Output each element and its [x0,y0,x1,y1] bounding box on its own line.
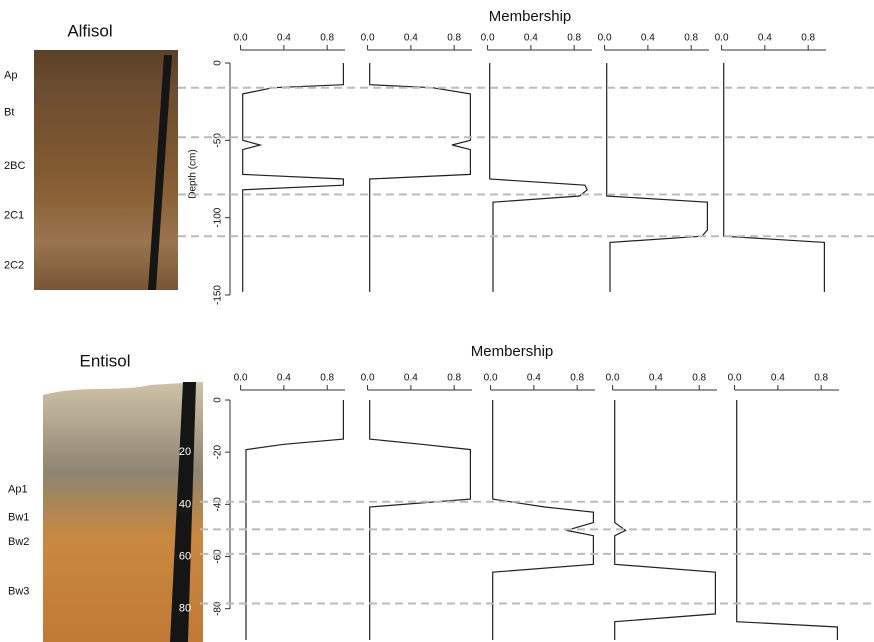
horizon-label: Bw1 [8,511,29,523]
x-tick-label: 0.4 [649,373,663,384]
x-tick-label: 0.0 [361,33,375,44]
horizon-label: Ap1 [8,484,28,496]
x-tick-label: 0.0 [715,33,729,44]
y-tick-label: -150 [213,285,224,305]
tape-label: 80 [179,603,191,615]
y-tick-label: -20 [213,445,224,460]
membership-line [243,63,344,292]
y-tick-label: 0 [213,60,224,66]
x-tick-label: 0.8 [447,33,461,44]
x-tick-label: 0.8 [684,33,698,44]
x-axis-title: Membership [489,8,572,25]
x-tick-label: 0.0 [606,373,620,384]
x-tick-label: 0.0 [484,373,498,384]
tape-label: 40 [179,498,191,510]
x-tick-label: 0.0 [234,33,248,44]
x-tick-label: 0.4 [404,33,418,44]
x-tick-label: 0.4 [277,373,291,384]
x-tick-label: 0.0 [361,373,375,384]
membership-line [724,63,825,292]
x-tick-label: 0.8 [814,373,828,384]
x-tick-label: 0.8 [320,33,334,44]
membership-line [607,63,708,292]
x-tick-label: 0.4 [527,373,541,384]
x-tick-label: 0.8 [692,373,706,384]
x-tick-label: 0.4 [758,33,772,44]
y-axis-title: Depth (cm) [188,149,199,198]
x-tick-label: 0.4 [277,33,291,44]
membership-line [370,63,471,292]
tape-label: 60 [179,550,191,562]
x-tick-label: 0.4 [771,373,785,384]
x-tick-label: 0.0 [234,373,248,384]
figure: Membership Alfisol Depth (cm) 0 -50 -100 -150 0… [0,0,874,642]
horizon-label: Ap [4,69,17,81]
horizon-label: 2C1 [4,209,24,221]
x-tick-label: 0.4 [524,33,538,44]
x-tick-label: 0.0 [598,33,612,44]
horizon-label: 2BC [4,160,25,172]
y-tick-label: -50 [213,133,224,148]
x-tick-label: 0.4 [641,33,655,44]
soil-name: Entisol [79,351,130,370]
x-tick-label: 0.4 [404,373,418,384]
horizon-label: Bw2 [8,536,29,548]
horizon-label: Bt [4,106,14,118]
x-tick-label: 0.8 [567,33,581,44]
x-tick-label: 0.0 [728,373,742,384]
membership-line [490,63,588,292]
x-tick-label: 0.8 [570,373,584,384]
y-tick-label: -60 [213,549,224,564]
x-axis-title: Membership [471,343,554,360]
soil-name: Alfisol [67,21,112,40]
x-tick-label: 0.8 [320,373,334,384]
tape-label: 20 [179,446,191,458]
horizon-label: Bw3 [8,585,29,597]
y-tick-label: -100 [213,207,224,227]
horizon-label: 2C2 [4,260,24,272]
y-tick-label: -40 [213,497,224,512]
x-tick-label: 0.8 [801,33,815,44]
y-tick-label: 0 [213,397,224,403]
x-tick-label: 0.0 [481,33,495,44]
x-tick-label: 0.8 [447,373,461,384]
